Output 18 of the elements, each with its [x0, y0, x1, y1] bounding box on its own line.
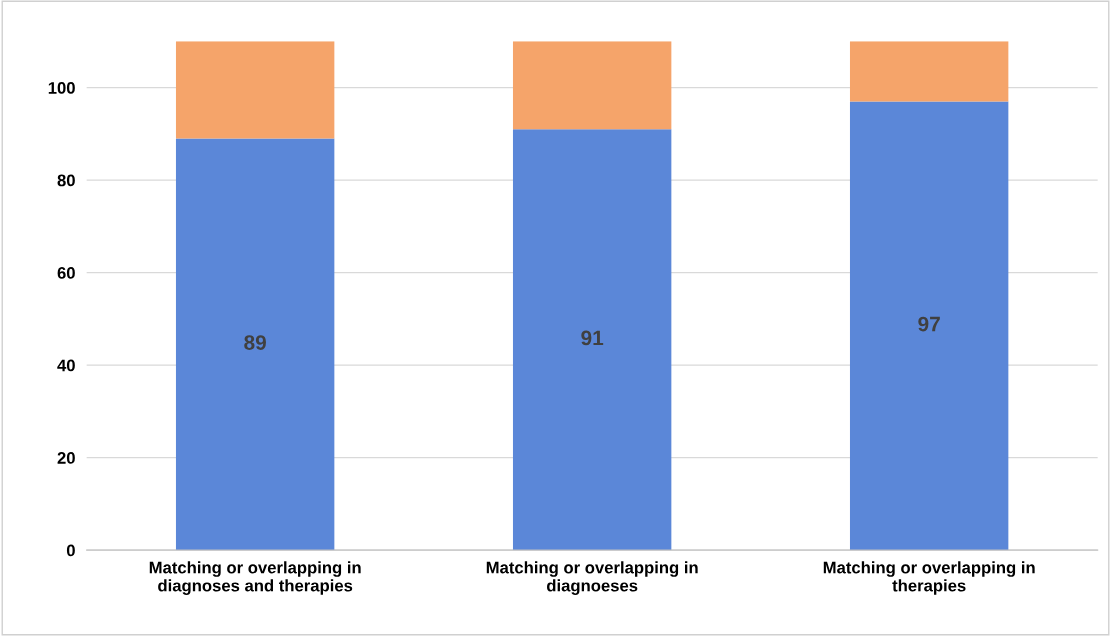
bar	[175, 138, 335, 551]
x-tick-label: Matching or overlapping in diagnoeses	[486, 561, 698, 595]
data-label: 89	[244, 335, 266, 350]
bar	[512, 129, 672, 551]
bar	[849, 101, 1009, 551]
y-tick-label: 60	[57, 267, 75, 279]
x-tick-label: Matching or overlapping in therapies	[823, 561, 1035, 595]
data-label: 97	[918, 316, 940, 332]
y-tick-label: 0	[66, 544, 75, 557]
y-tick-label: 20	[57, 452, 75, 464]
bar	[849, 41, 1009, 102]
y-tick-label: 100	[48, 82, 75, 94]
data-label: 91	[581, 330, 604, 346]
bar	[175, 41, 335, 139]
bar	[512, 41, 672, 130]
y-tick-label: 40	[57, 359, 75, 372]
x-tick-label: Matching or overlapping in diagnoses and therapies	[149, 561, 361, 595]
y-tick-label: 80	[57, 174, 75, 187]
